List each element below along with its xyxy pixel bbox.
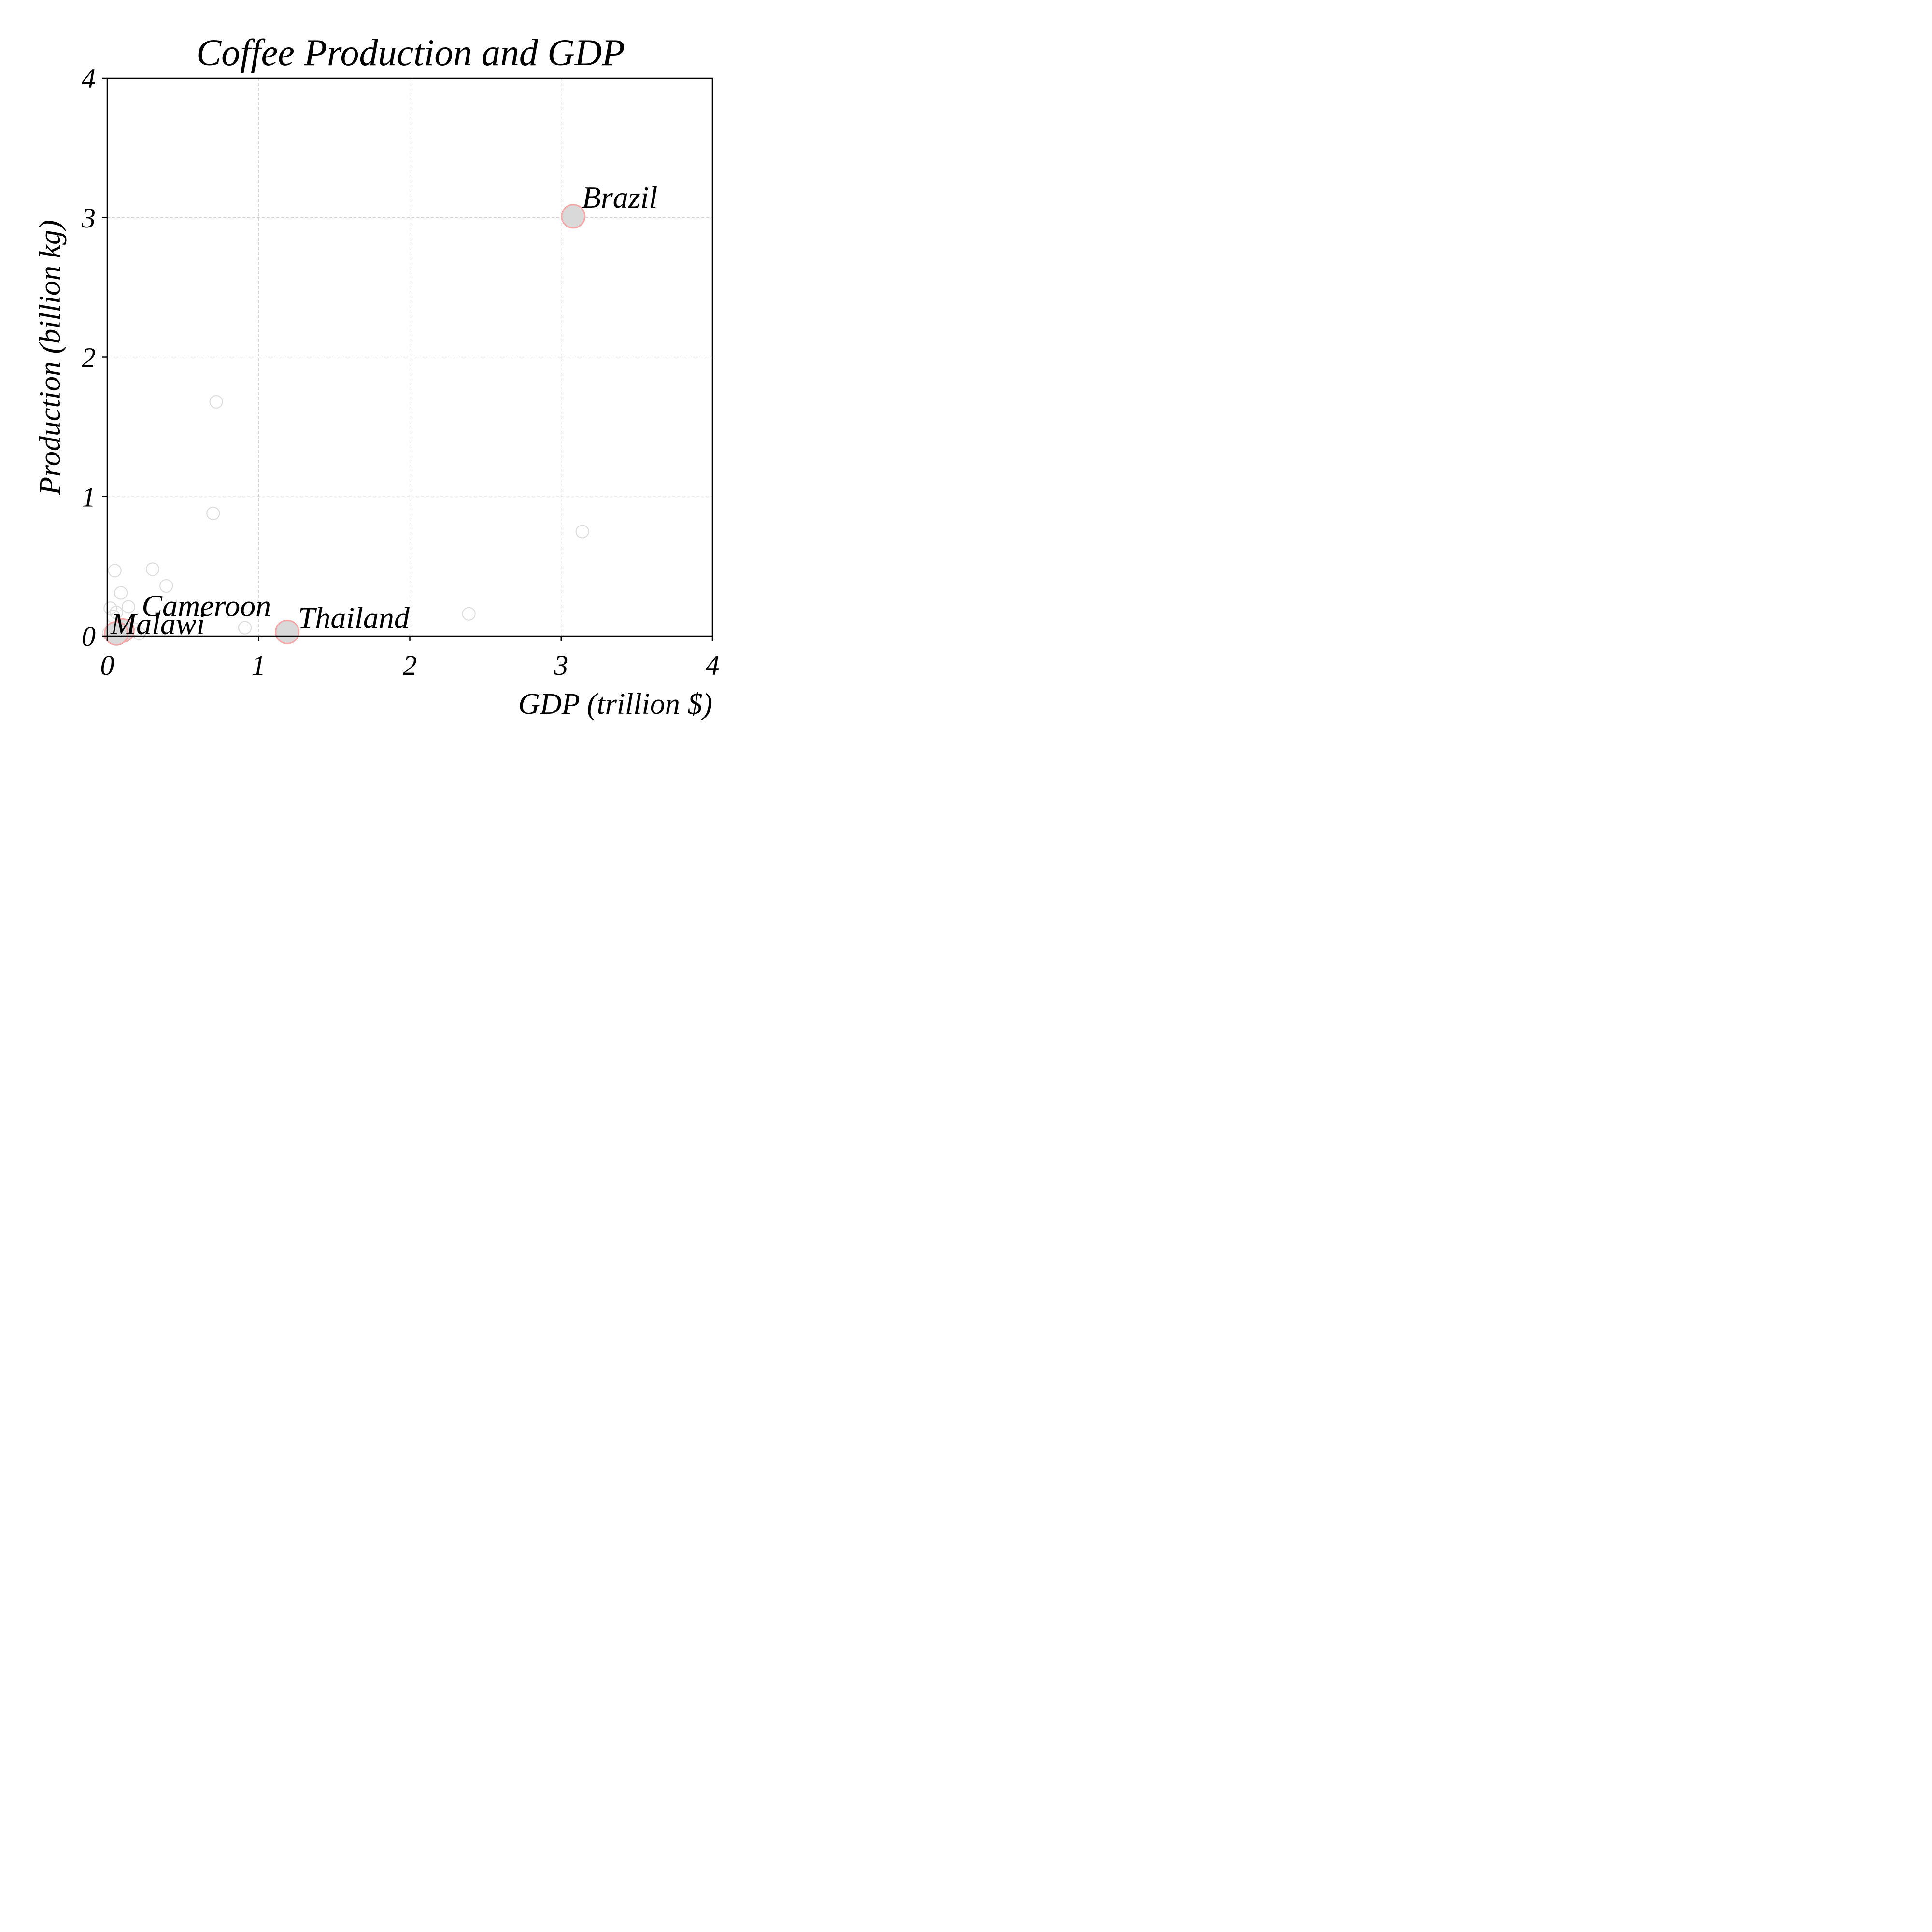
scatter-chart: Coffee Production and GDP Brazil Thailand… [34, 31, 720, 721]
data-point [114, 586, 128, 600]
data-point [109, 605, 123, 620]
point-annotation: Cameroon [142, 588, 271, 623]
y-tick-label: 0 [82, 621, 96, 652]
data-point [575, 525, 589, 539]
x-axis-label: GDP (trillion $) [518, 688, 712, 721]
x-tick-label: 0 [100, 650, 114, 681]
point-annotation: Malawi [110, 607, 205, 641]
x-tick-label: 1 [252, 650, 266, 681]
data-point [159, 579, 173, 593]
axis-ticks: 0 1 2 3 4 0 1 2 3 4 [81, 63, 720, 681]
highlighted-point [104, 621, 129, 646]
data-point [462, 607, 476, 621]
y-axis-label: Production (billion kg) [34, 220, 67, 495]
data-point [108, 564, 122, 578]
y-tick-label: 4 [82, 63, 96, 94]
grid-lines [107, 78, 712, 636]
point-annotation: Brazil [582, 180, 657, 214]
point-annotation: Thailand [298, 600, 410, 635]
y-tick-label: 1 [82, 481, 96, 512]
data-point [238, 621, 252, 635]
data-point [121, 600, 135, 614]
highlighted-point [561, 204, 586, 229]
x-tick-label: 4 [706, 650, 720, 681]
data-point [145, 562, 160, 576]
data-point [209, 395, 223, 409]
y-tick-label: 2 [82, 342, 96, 373]
x-tick-label: 2 [403, 650, 417, 681]
chart-title: Coffee Production and GDP [196, 31, 625, 73]
x-tick-label: 3 [554, 650, 568, 681]
highlighted-point [275, 619, 300, 644]
data-point [206, 506, 220, 521]
y-tick-label: 3 [81, 202, 96, 234]
